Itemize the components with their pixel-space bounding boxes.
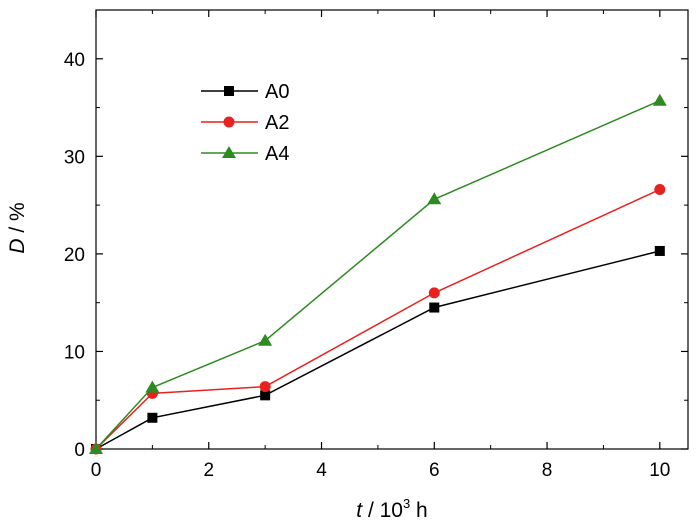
x-tick-label: 6: [429, 460, 440, 481]
y-tick-label: 10: [64, 342, 85, 363]
y-tick-label: 20: [64, 245, 85, 266]
x-tick-label: 8: [542, 460, 553, 481]
series-a4: [89, 93, 667, 454]
y-tick-label: 0: [74, 440, 85, 461]
data-point-a2: [259, 381, 271, 393]
data-point-a0: [260, 390, 271, 401]
legend-item-a2: A2: [201, 112, 289, 134]
plot-axes: 0 2 4 6 8 10 0 10 20 30 40: [64, 9, 689, 481]
x-axis-var: t: [356, 499, 363, 522]
data-point-a2: [428, 287, 440, 299]
x-tick-label: 2: [203, 460, 214, 481]
legend-label: A4: [265, 143, 289, 165]
legend: A0 A2 A4: [201, 81, 289, 165]
data-point-a2: [654, 184, 666, 196]
x-tick-label: 0: [91, 460, 102, 481]
x-axis-text: / 10: [362, 499, 403, 522]
data-point-a4: [145, 380, 160, 393]
legend-label: A2: [265, 112, 289, 134]
series-line-a4: [95, 100, 661, 450]
series-line-a0: [95, 250, 660, 450]
series-a0: [91, 245, 665, 454]
y-axis-text: / %: [6, 202, 29, 238]
legend-marker: [224, 86, 234, 96]
x-axis-sup: 3: [403, 496, 410, 511]
y-axis-var: D: [6, 239, 29, 254]
legend-marker: [223, 116, 235, 128]
data-point-a0: [147, 412, 158, 423]
data-point-a4: [89, 442, 103, 454]
data-point-a0: [429, 302, 440, 313]
x-tick-label: 4: [316, 460, 327, 481]
series-layer: [89, 93, 667, 455]
data-point-a0: [654, 245, 665, 256]
x-axis-unit: h: [410, 499, 428, 522]
x-tick-label: 10: [649, 460, 670, 481]
legend-marker: [222, 146, 236, 158]
data-point-a4: [427, 192, 442, 205]
legend-item-a4: A4: [201, 143, 289, 165]
x-axis-title: t / 103 h: [356, 496, 427, 522]
y-axis-title: D / %: [6, 202, 29, 253]
y-tick-label: 30: [64, 147, 85, 168]
legend-item-a0: A0: [201, 81, 289, 103]
data-point-a4: [652, 93, 667, 106]
series-a2: [90, 184, 666, 455]
y-tick-label: 40: [64, 50, 85, 71]
plot-frame: [95, 9, 689, 450]
data-point-a4: [258, 333, 273, 346]
legend-label: A0: [265, 81, 289, 103]
series-line-a2: [95, 188, 661, 450]
